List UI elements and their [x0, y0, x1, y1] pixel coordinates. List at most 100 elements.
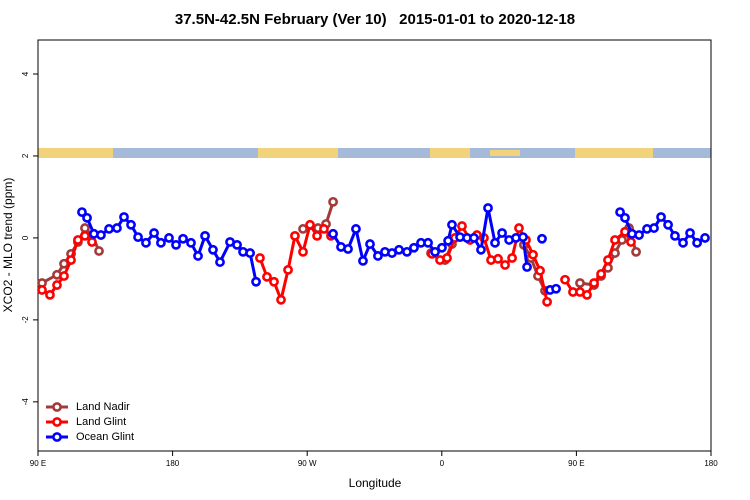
data-point [149, 228, 159, 238]
x-axis-label: Longitude [349, 476, 402, 490]
y-tick-label: 2 [21, 153, 30, 158]
data-point [442, 253, 452, 263]
data-point [656, 212, 666, 222]
data-point [305, 219, 315, 230]
y-tick-label: -4 [21, 398, 30, 406]
y-tick-label: -2 [21, 316, 30, 324]
data-point [164, 233, 174, 243]
data-point [290, 230, 300, 241]
data-point [104, 224, 114, 234]
data-point [73, 235, 83, 245]
data-point [685, 228, 695, 238]
data-point [634, 230, 644, 240]
data-point [497, 228, 507, 238]
chart-title: 37.5N-42.5N February (Ver 10) 2015-01-01… [175, 11, 575, 28]
data-point [447, 219, 457, 230]
data-point [620, 212, 630, 223]
data-point [80, 230, 90, 241]
legend-entry: Land Glint [46, 416, 126, 428]
data-point [312, 230, 322, 241]
data-point [596, 269, 606, 279]
data-point [328, 228, 338, 239]
data-point [409, 242, 419, 253]
data-point [94, 246, 104, 256]
data-point [59, 258, 69, 269]
y-tick-label: 0 [21, 235, 30, 240]
data-point [626, 237, 636, 247]
legend-swatch-point [52, 402, 62, 412]
data-point [208, 244, 218, 255]
data-point [490, 237, 500, 248]
data-point [319, 224, 329, 234]
data-point [77, 207, 87, 218]
data-point [215, 257, 225, 267]
data-point [328, 196, 338, 207]
data-point [589, 278, 599, 288]
data-point [45, 289, 55, 300]
data-point [200, 230, 210, 241]
data-point [582, 289, 592, 300]
data-point [437, 242, 447, 253]
data-point [394, 244, 404, 255]
data-point [96, 230, 106, 240]
legend-label: Ocean Glint [76, 431, 134, 443]
data-point [82, 212, 92, 223]
y-tick-label: 4 [21, 71, 30, 76]
data-point [542, 296, 552, 307]
data-point [87, 237, 97, 247]
data-point [678, 237, 688, 248]
data-point [610, 235, 620, 245]
data-point [365, 239, 375, 249]
data-point [483, 203, 493, 213]
map-strip [38, 148, 711, 158]
data-point [493, 253, 503, 264]
data-point [283, 264, 293, 275]
legend-label: Land Glint [76, 416, 126, 428]
data-point [59, 271, 69, 281]
data-point [276, 294, 286, 305]
data-point [298, 246, 308, 257]
data-point [141, 237, 151, 248]
data-point [560, 274, 570, 285]
data-point [514, 223, 524, 233]
legend-swatch-point [52, 417, 62, 427]
data-point [500, 260, 510, 270]
data-point [551, 283, 561, 294]
legend-entry: Ocean Glint [46, 431, 134, 443]
data-point [670, 230, 680, 241]
data-point [457, 221, 467, 231]
data-point [262, 271, 272, 282]
series-line [80, 211, 258, 283]
data-point [186, 237, 196, 248]
data-point [112, 223, 122, 233]
data-point [178, 233, 188, 244]
data-point [692, 237, 702, 248]
legend-entry: Land Nadir [46, 401, 130, 413]
data-point [615, 207, 625, 218]
data-point [52, 280, 62, 290]
plot-frame [37, 39, 712, 452]
data-point [255, 253, 265, 263]
data-point [269, 276, 279, 287]
data-point [423, 237, 433, 248]
data-point [133, 232, 143, 242]
data-point [37, 285, 47, 295]
x-tick-label: 90 E [30, 459, 46, 468]
data-point [351, 224, 361, 234]
x-tick-label: 180 [166, 459, 180, 468]
data-point [373, 251, 383, 261]
legend-swatch-point [52, 432, 62, 442]
data-point [631, 246, 641, 257]
x-tick-label: 180 [704, 459, 718, 468]
data-point [232, 239, 242, 250]
x-tick-label: 0 [440, 459, 445, 468]
data-point [518, 232, 528, 242]
data-point [522, 262, 532, 272]
data-point [535, 265, 545, 276]
data-point [245, 248, 255, 258]
data-point [298, 224, 308, 234]
data-point [343, 244, 353, 254]
data-point [358, 255, 368, 266]
